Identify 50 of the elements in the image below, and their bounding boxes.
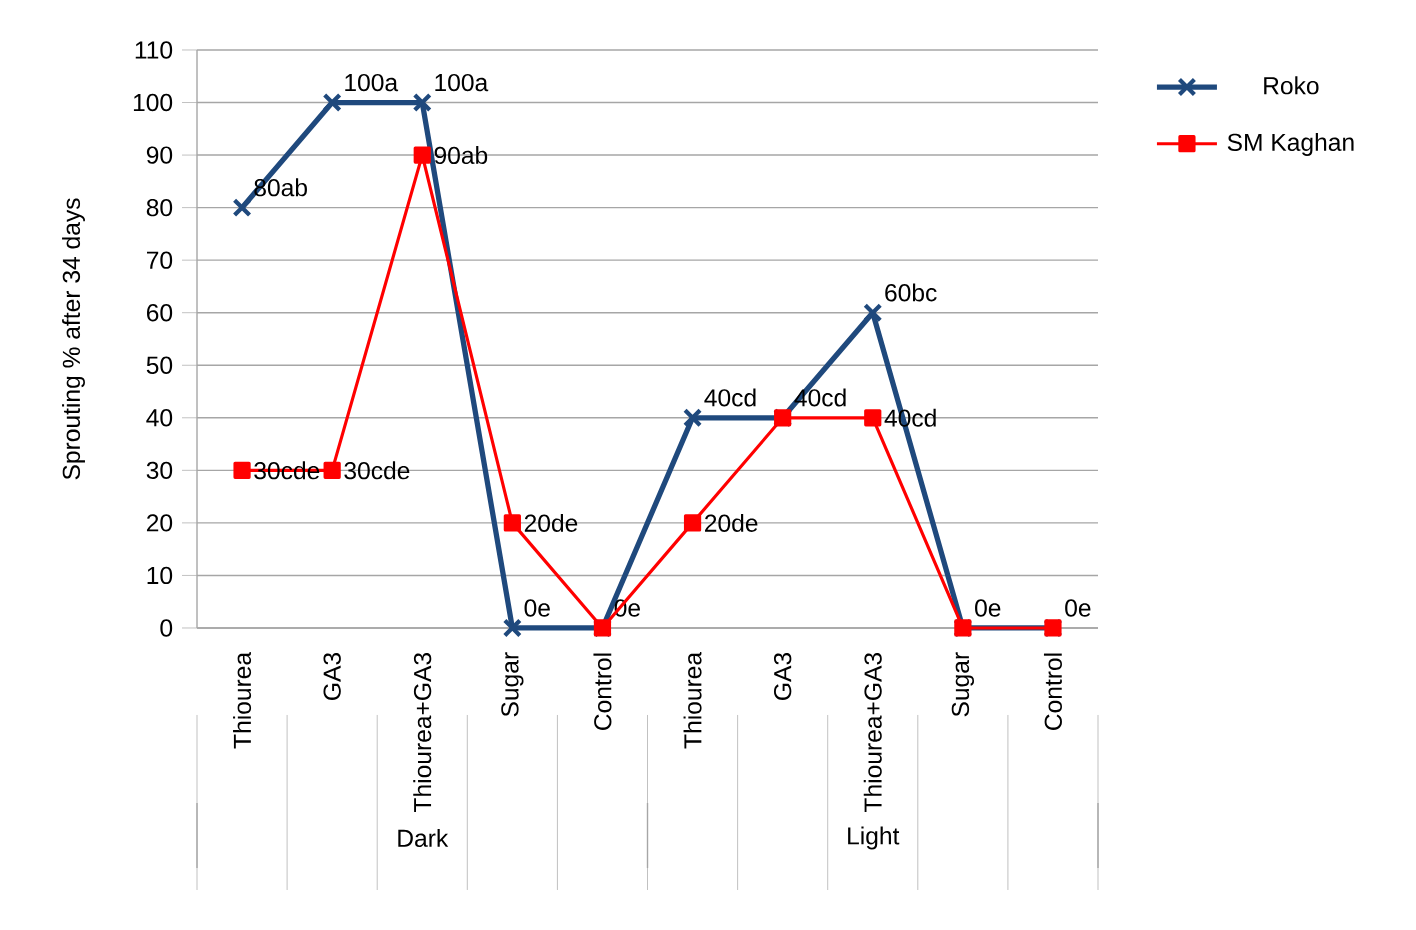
y-tick-label: 60: [147, 304, 173, 322]
data-label: 0e: [1065, 599, 1091, 617]
y-tick-label: 90: [146, 146, 173, 164]
x-tick-label: Control: [593, 653, 612, 730]
y-tick-label: 70: [147, 251, 173, 269]
x-tick-label: Thiourea+GA3: [413, 653, 432, 813]
y-tick-label: 100: [133, 93, 173, 112]
point: [503, 514, 521, 532]
data-label: 30cde: [344, 461, 410, 480]
point: [322, 92, 342, 113]
data-label: 100a: [345, 73, 399, 92]
data-label: 100a: [435, 73, 489, 92]
y-tick-label: 30: [146, 461, 173, 480]
y-tick-label: 80: [146, 198, 173, 217]
x-tick-label: Thiourea+GA3: [863, 653, 882, 813]
data-label: 60bc: [885, 283, 937, 302]
y-tick-label: 50: [146, 356, 173, 374]
text: Light: [848, 826, 900, 850]
x-tick-label: Thiourea: [683, 651, 702, 749]
data-label: 90ab: [434, 146, 488, 165]
x-tick-label: GA3: [323, 653, 341, 700]
point: [502, 618, 522, 638]
data-label: 40cd: [704, 388, 756, 407]
x-tick-label: Sugar: [501, 652, 524, 717]
point: [233, 461, 251, 479]
x-tick-label: Control: [1043, 653, 1062, 730]
y-tick-label: 0: [160, 619, 173, 637]
y-tick-label: 20: [146, 514, 173, 532]
text: Dark: [398, 828, 449, 847]
x-tick-label: GA3: [773, 653, 792, 700]
legend-label: Roko: [1264, 76, 1319, 95]
data-label: 0e: [524, 599, 550, 617]
y-tick-label: 10: [147, 566, 173, 585]
legend-label: SM Kaghan: [1227, 133, 1354, 156]
x-tick-label: Sugar: [951, 652, 975, 717]
data-label: 20de: [705, 513, 758, 532]
point: [232, 198, 252, 218]
point: [864, 409, 882, 427]
point: [683, 514, 702, 532]
x-tick-label: Thiourea: [233, 651, 252, 749]
data-label: 0e: [975, 599, 1001, 617]
point: [682, 408, 703, 428]
data-label: 20de: [524, 513, 578, 532]
point: [413, 146, 431, 164]
point: [412, 92, 432, 113]
y-axis-title: Sprouting % after 34 days: [62, 198, 85, 480]
point: [323, 461, 341, 479]
y-tick-label: 40: [146, 409, 173, 427]
point: [863, 303, 883, 323]
y-tick-label: 110: [135, 41, 173, 59]
